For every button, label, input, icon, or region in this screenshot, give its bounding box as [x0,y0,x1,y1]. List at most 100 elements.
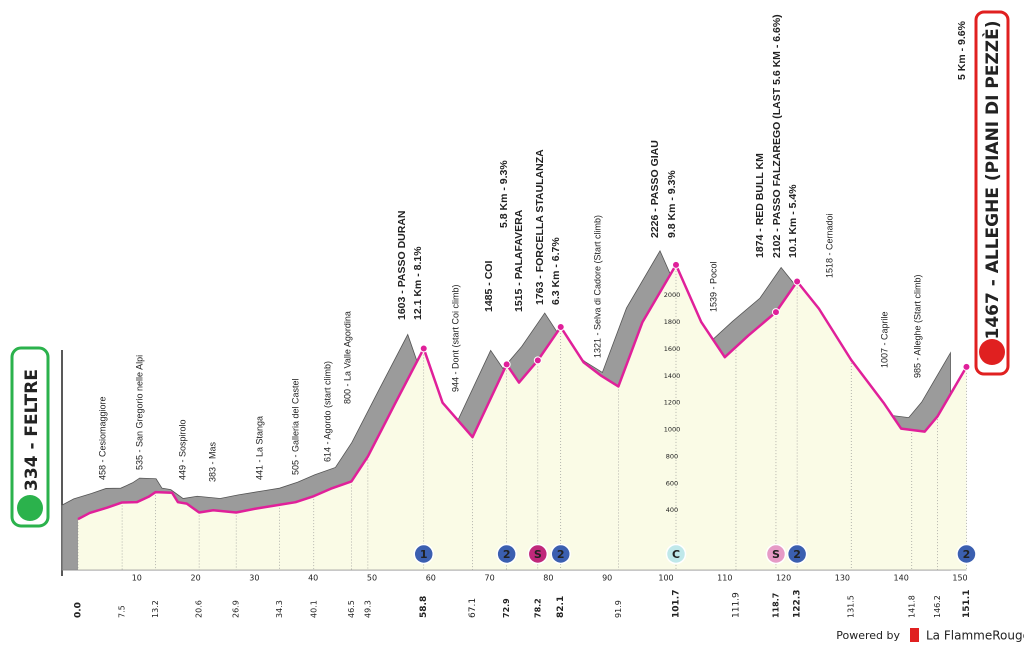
x-tick-label: 90 [602,574,612,583]
climb-label: C [672,548,680,561]
annotation: 383 - Mas [207,441,217,482]
annotation: 505 - Galleria del Castel [290,378,300,475]
annotation: 1485 - COI [483,261,495,312]
km-marker-label: 146.2 [933,595,942,618]
annotation: 2226 - PASSO GIAU [649,140,661,238]
annotation: 1874 - RED BULL KM [754,153,766,258]
km-marker-label: 46.5 [347,600,356,618]
annotation: 10.1 Km - 5.4% [787,184,799,258]
summit-dot [793,277,802,286]
annotation: 2102 - PASSO FALZAREGO (LAST 5.6 KM - 6.… [771,14,783,258]
x-tick-label: 50 [367,574,377,583]
annotation: 944 - Dont (start Coi climb) [450,284,460,392]
x-tick-label: 110 [717,574,732,583]
annotation: 985 - Alleghe (Start climb) [912,274,922,378]
finish-box [974,10,1010,376]
x-tick-label: 150 [952,574,967,583]
x-tick-label: 60 [426,574,436,583]
km-marker-label: 151.1 [962,590,972,618]
profile-line [77,263,968,521]
climb-icon [496,543,517,565]
km-marker-label: 141.8 [907,595,916,618]
annotation: 458 - Cesiomaggiore [97,396,107,480]
summit-dot [556,323,565,332]
x-tick-label: 130 [835,574,850,583]
climb-label: 2 [963,548,971,561]
km-marker-label: 118.7 [771,593,780,618]
km-marker-label: 67.1 [468,598,478,618]
km-marker-label: 101.7 [671,590,681,618]
annotation: 1603 - PASSO DURAN [396,210,408,320]
x-tick-label: 120 [776,574,791,583]
climb-icon [765,543,787,565]
y-tick-label: 1400 [664,372,681,380]
km-marker-label: 58.8 [419,596,429,618]
annotation: 1518 - Cernadoi [824,213,834,278]
climb-icon [550,543,571,565]
y-tick-label: 1800 [664,318,681,326]
km-marker-label: 0.0 [74,602,84,618]
climb-label: S [772,548,780,561]
km-marker-label: 111.9 [731,592,741,618]
annotation: 1007 - Caprile [879,311,889,368]
x-tick-label: 70 [485,574,495,583]
summit-dot [671,260,680,269]
x-tick-label: 140 [894,574,909,583]
km-marker-label: 7.5 [118,605,127,618]
km-marker-label: 72.9 [502,598,511,618]
summit-dot [502,360,511,369]
km-marker-label: 34.3 [275,600,284,618]
annotation: 5.8 Km - 9.3% [498,160,510,228]
brand-logo [910,628,919,642]
y-tick-label: 2000 [664,291,681,299]
annotation: 535 - San Gregorio nelle Alpi [134,355,144,470]
annotation: 5 Km - 9.6% [956,20,968,80]
annotation: 800 - La Valle Agordina [342,311,352,404]
km-marker-label: 26.9 [232,600,241,618]
annotation: 9.8 Km - 9.3% [666,170,678,238]
powered-by: Powered by [836,629,900,642]
y-tick-label: 1200 [664,399,681,407]
y-tick-label: 600 [666,479,678,487]
km-marker-label: 122.3 [793,590,803,618]
climb-icon [956,543,977,565]
x-tick-label: 40 [308,574,318,583]
km-marker-label: 20.6 [195,600,204,618]
y-tick-label: 400 [666,506,678,514]
y-tick-label: 1000 [664,426,681,434]
climb-label: 2 [793,548,801,561]
annotation: 12.1 Km - 8.1% [412,246,424,320]
km-marker-label: 91.9 [614,600,623,618]
brand: La FlammeRouge [926,629,1024,643]
start-box [10,346,50,528]
annotation: 1515 - PALAFAVERA [513,209,525,312]
climb-icon [527,543,549,565]
annotation: 441 - La Stanga [254,416,264,480]
summit-dot [533,356,542,365]
climb-icon [413,543,434,565]
annotation: 1321 - Selva di Cadore (Start climb) [592,215,602,358]
annotation: 614 - Agordo (start climb) [322,361,332,462]
summit-dot [962,362,971,371]
annotation: 1763 - FORCELLA STAULANZA [534,149,546,305]
start-label: 334 - FELTRE [22,369,42,491]
start-icon [17,495,43,521]
climb-icon [665,543,687,565]
climb-label: 2 [557,548,565,561]
profile-fill [78,264,967,570]
annotation: 6.3 Km - 6.7% [550,237,562,305]
x-tick-label: 10 [132,574,142,583]
finish-label: 1467 - ALLEGHE (PIANI DI PEZZÈ) [981,21,1003,340]
climb-label: 2 [503,548,511,561]
km-marker-label: 78.2 [533,598,542,618]
climb-icon [786,543,808,565]
x-tick-label: 20 [191,574,201,583]
annotation: 449 - Sospirolo [177,419,187,480]
km-marker-label: 82.1 [556,596,566,618]
km-marker-label: 40.1 [309,600,318,618]
y-tick-label: 1600 [664,345,681,353]
km-marker-label: 131.5 [847,595,856,618]
climb-label: 1 [420,548,428,561]
x-tick-label: 30 [249,574,259,583]
